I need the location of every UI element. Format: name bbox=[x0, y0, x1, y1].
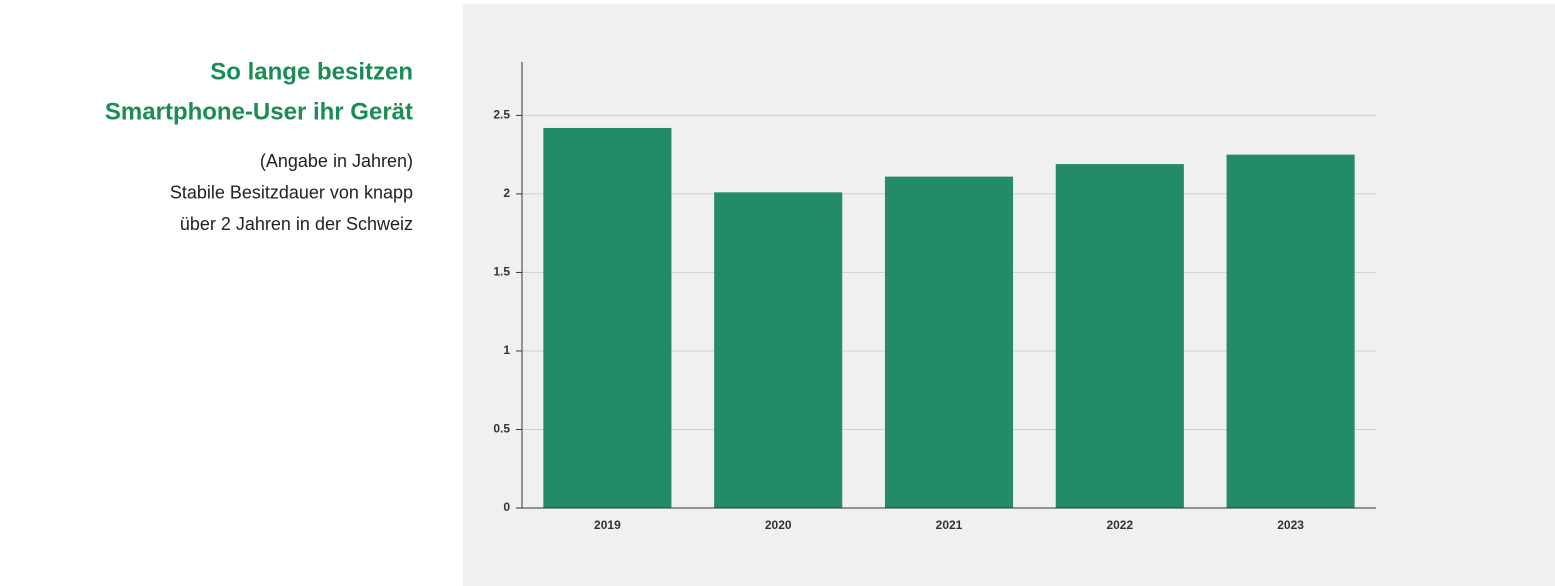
bar bbox=[543, 127, 672, 508]
bar bbox=[1226, 154, 1355, 509]
y-tick-label: 1 bbox=[503, 343, 510, 357]
y-tick-label: 2.5 bbox=[493, 108, 510, 122]
x-tick-label: 2021 bbox=[936, 518, 963, 532]
x-tick-label: 2023 bbox=[1277, 518, 1304, 532]
chart-title: Smartphone-User ihr Gerät bbox=[105, 98, 413, 125]
bar bbox=[714, 192, 843, 508]
x-tick-label: 2020 bbox=[765, 518, 792, 532]
x-tick-label: 2022 bbox=[1106, 518, 1133, 532]
chart-subtitle: (Angabe in Jahren) bbox=[260, 151, 413, 171]
bar bbox=[884, 176, 1014, 508]
bar bbox=[1055, 164, 1184, 509]
y-tick-label: 0.5 bbox=[493, 422, 510, 436]
y-tick-label: 1.5 bbox=[493, 265, 510, 279]
chart-subtitle: Stabile Besitzdauer von knapp bbox=[170, 182, 413, 202]
chart-title: So lange besitzen bbox=[210, 58, 413, 85]
y-tick-label: 0 bbox=[503, 500, 510, 514]
x-tick-label: 2019 bbox=[594, 518, 621, 532]
chart-subtitle: über 2 Jahren in der Schweiz bbox=[180, 214, 413, 234]
y-tick-label: 2 bbox=[503, 186, 510, 200]
